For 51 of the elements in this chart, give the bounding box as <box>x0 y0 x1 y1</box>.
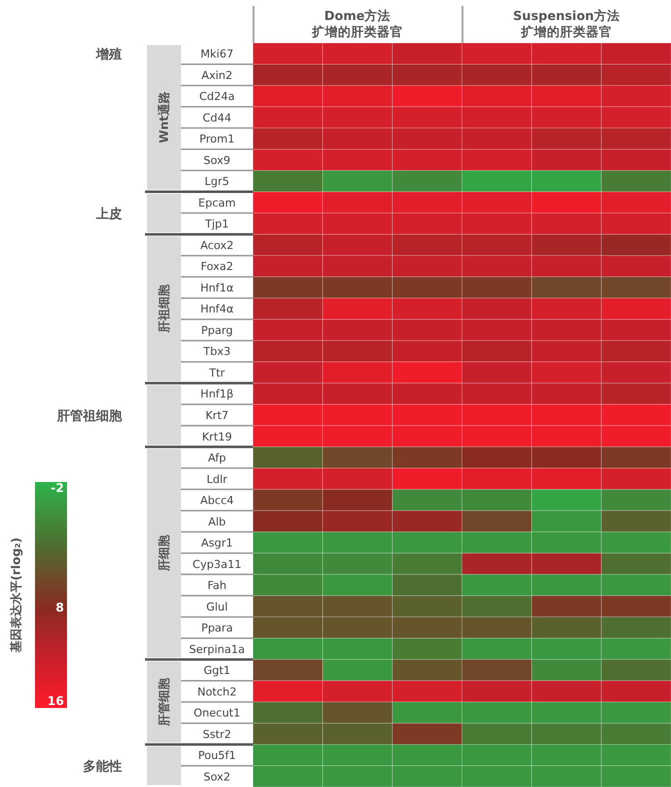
y-tick-label: Serpina1a <box>189 642 245 656</box>
y-tick-label: Tjp1 <box>204 218 229 231</box>
y-tick-label: Ldlr <box>206 472 228 486</box>
y-tick-label: Afp <box>208 452 226 465</box>
y-tick-label: Notch2 <box>197 685 237 698</box>
y-tick-label: Krt7 <box>205 409 229 422</box>
color-bar-label: 16 <box>47 694 64 708</box>
y-tick-label: Pou5f1 <box>198 749 236 762</box>
y-tick-label: Glul <box>206 600 228 614</box>
text: Dome方法 <box>324 8 391 23</box>
text: 多能性 <box>83 758 122 775</box>
y-tick-label: Pparg <box>201 324 233 337</box>
y-tick-label: Alb <box>208 515 226 528</box>
y-tick-label: Krt19 <box>202 430 232 444</box>
y-tick-label: Ppara <box>201 622 233 635</box>
text: 增殖 <box>95 48 122 63</box>
text: 上皮 <box>95 207 122 222</box>
y-tick-label: Prom1 <box>199 132 235 146</box>
text: Suspension方法 <box>513 8 620 23</box>
y-tick-label: Ggt1 <box>204 664 230 678</box>
color-bar-label: 8 <box>56 600 64 615</box>
y-tick-label: Foxa2 <box>200 260 234 274</box>
y-tick-label: Abcc4 <box>200 494 234 508</box>
y-tick-label: Fah <box>207 579 227 592</box>
y-tick-label: Hnf1β <box>200 388 234 401</box>
text: 肝管细胞 <box>157 676 171 727</box>
y-tick-label: Hnf1α <box>200 281 234 294</box>
y-tick-label: Onecut1 <box>194 706 240 720</box>
text: 肝细胞 <box>157 534 171 572</box>
text: 扩增的肝类器官 <box>311 24 403 39</box>
text: 肝管祖细胞 <box>56 408 123 424</box>
y-tick-label: Cyp3a11 <box>192 558 242 571</box>
y-tick-label: Cd44 <box>202 111 232 124</box>
y-tick-label: Acox2 <box>200 238 234 252</box>
color-bar-title: 基因表达水平(rlog₂) <box>9 537 23 654</box>
y-tick-label: Sox2 <box>204 770 230 784</box>
y-tick-label: Tbx3 <box>202 345 231 358</box>
text: Wnt通路 <box>157 90 171 144</box>
y-tick-label: Asgr1 <box>201 536 233 550</box>
y-tick-label: Sstr2 <box>202 728 232 741</box>
y-tick-label: Ttr <box>208 366 226 380</box>
color-bar-label: -2 <box>50 481 64 495</box>
y-tick-label: Sox9 <box>204 154 230 167</box>
y-tick-label: Mki67 <box>200 48 234 61</box>
y-tick-label: Hnf4α <box>200 302 234 316</box>
y-tick-label: Epcam <box>198 196 236 210</box>
text: 肝祖细胞 <box>157 284 171 334</box>
y-tick-label: Axin2 <box>201 68 233 82</box>
y-tick-label: Cd24a <box>199 90 235 104</box>
text: 扩增的肝类器官 <box>520 24 612 39</box>
y-tick-label: Lgr5 <box>204 175 230 188</box>
